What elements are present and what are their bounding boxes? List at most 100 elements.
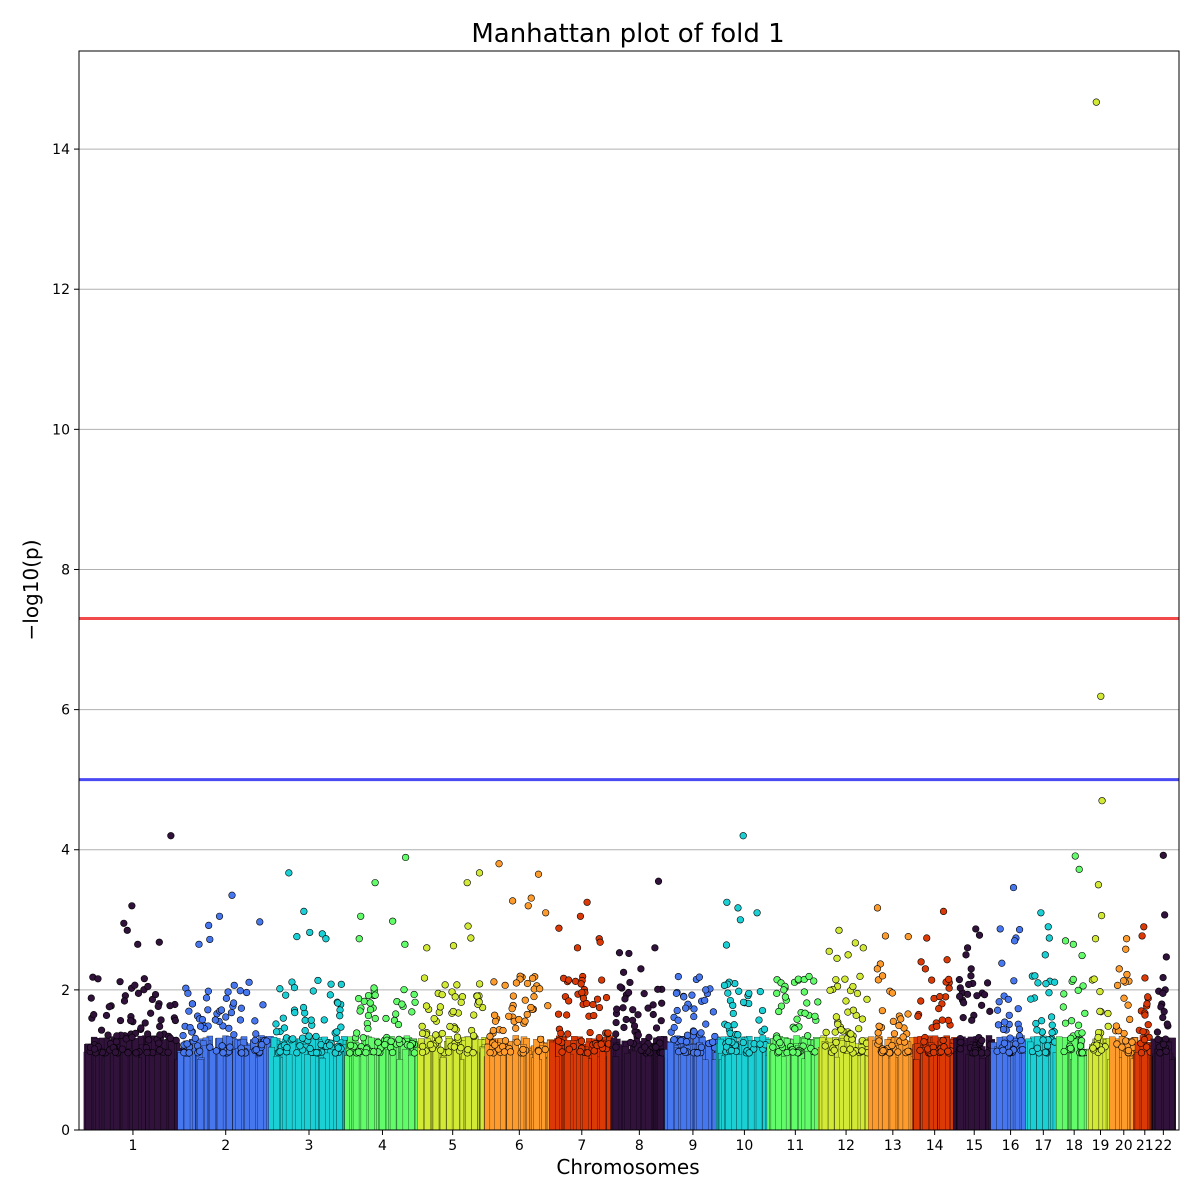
point-top-hit (972, 925, 980, 933)
point (337, 980, 345, 988)
point-top-hit (753, 909, 761, 917)
point (690, 1028, 698, 1036)
point (1015, 1025, 1024, 1033)
point (735, 987, 743, 995)
point (418, 1029, 427, 1038)
point-top-hit (917, 958, 925, 966)
point (236, 1016, 245, 1024)
point (356, 1007, 364, 1015)
point (682, 1004, 690, 1012)
point (973, 992, 981, 1000)
point (557, 1029, 565, 1038)
point (841, 975, 849, 983)
point (411, 998, 419, 1006)
point (1081, 1009, 1089, 1017)
point (625, 988, 633, 997)
point (312, 1032, 320, 1041)
point (936, 993, 944, 1001)
point (430, 1015, 438, 1023)
point (1120, 994, 1128, 1002)
y-tick-label: 12 (52, 282, 70, 298)
point (986, 1007, 994, 1015)
point-top-hit (1122, 945, 1130, 953)
point (965, 980, 973, 989)
point-column (582, 1046, 589, 1131)
point-column (851, 1051, 859, 1131)
point-column (121, 1050, 129, 1131)
point (1089, 1044, 1097, 1052)
point-top-hit (1044, 923, 1052, 931)
point (366, 1005, 375, 1014)
x-tick-label: 13 (884, 1138, 902, 1154)
point (272, 1028, 281, 1036)
point (298, 1034, 307, 1042)
point (670, 1023, 678, 1032)
point (709, 1008, 717, 1016)
point-top-hit (881, 932, 890, 940)
point (968, 1016, 976, 1024)
point (392, 1010, 400, 1018)
x-tick-label: 5 (448, 1138, 457, 1154)
point (595, 1033, 603, 1042)
point-top-hit (967, 972, 975, 980)
point (276, 1048, 284, 1056)
point (359, 1034, 367, 1042)
point (172, 1036, 180, 1044)
point (457, 1044, 465, 1052)
point-column (85, 1043, 92, 1131)
point-column (1030, 1050, 1037, 1131)
point-top-hit (534, 870, 543, 878)
point (629, 1006, 637, 1014)
point (916, 1046, 924, 1054)
point-top-hit (1011, 937, 1019, 945)
point (166, 1002, 174, 1010)
point-column (889, 1050, 897, 1131)
gridlines (79, 148, 1179, 991)
point (1060, 990, 1068, 998)
point-top-hit (1092, 98, 1100, 106)
point (894, 1048, 902, 1056)
x-tick-label: 10 (735, 1138, 753, 1154)
point (301, 1016, 309, 1024)
point (875, 1037, 883, 1045)
point (944, 1047, 952, 1055)
point (470, 1011, 478, 1019)
point (400, 986, 408, 994)
x-tick-label: 22 (1154, 1138, 1172, 1154)
point (102, 1011, 111, 1020)
point (204, 987, 212, 995)
point (1014, 1005, 1022, 1013)
point (388, 1048, 397, 1057)
point (810, 977, 818, 985)
chromosome-10-points (715, 832, 772, 1131)
point (450, 1043, 458, 1051)
point-top-hit (1061, 937, 1070, 945)
point (140, 975, 148, 983)
point (832, 1038, 840, 1046)
point (469, 1049, 477, 1057)
point-top-hit (423, 944, 431, 952)
point-top-hit (975, 931, 984, 939)
point-top-hit (773, 989, 781, 997)
point (306, 1044, 314, 1053)
point (251, 1017, 259, 1025)
point (1067, 1044, 1075, 1052)
point-top-hit (1015, 926, 1024, 934)
point-column (285, 1054, 293, 1131)
point-top-hit (322, 935, 330, 943)
point (576, 1048, 584, 1056)
point (320, 1016, 328, 1024)
point (90, 1011, 98, 1019)
point (211, 1016, 219, 1024)
point (1067, 1017, 1076, 1025)
point-top-hit (723, 898, 731, 906)
point (353, 1029, 361, 1037)
point (1043, 1042, 1052, 1050)
point-column (177, 1052, 184, 1131)
point (680, 1046, 688, 1054)
point (1010, 977, 1018, 985)
point (720, 981, 729, 990)
point-column (235, 1048, 242, 1131)
point-column (244, 1045, 251, 1131)
point (154, 1002, 162, 1011)
